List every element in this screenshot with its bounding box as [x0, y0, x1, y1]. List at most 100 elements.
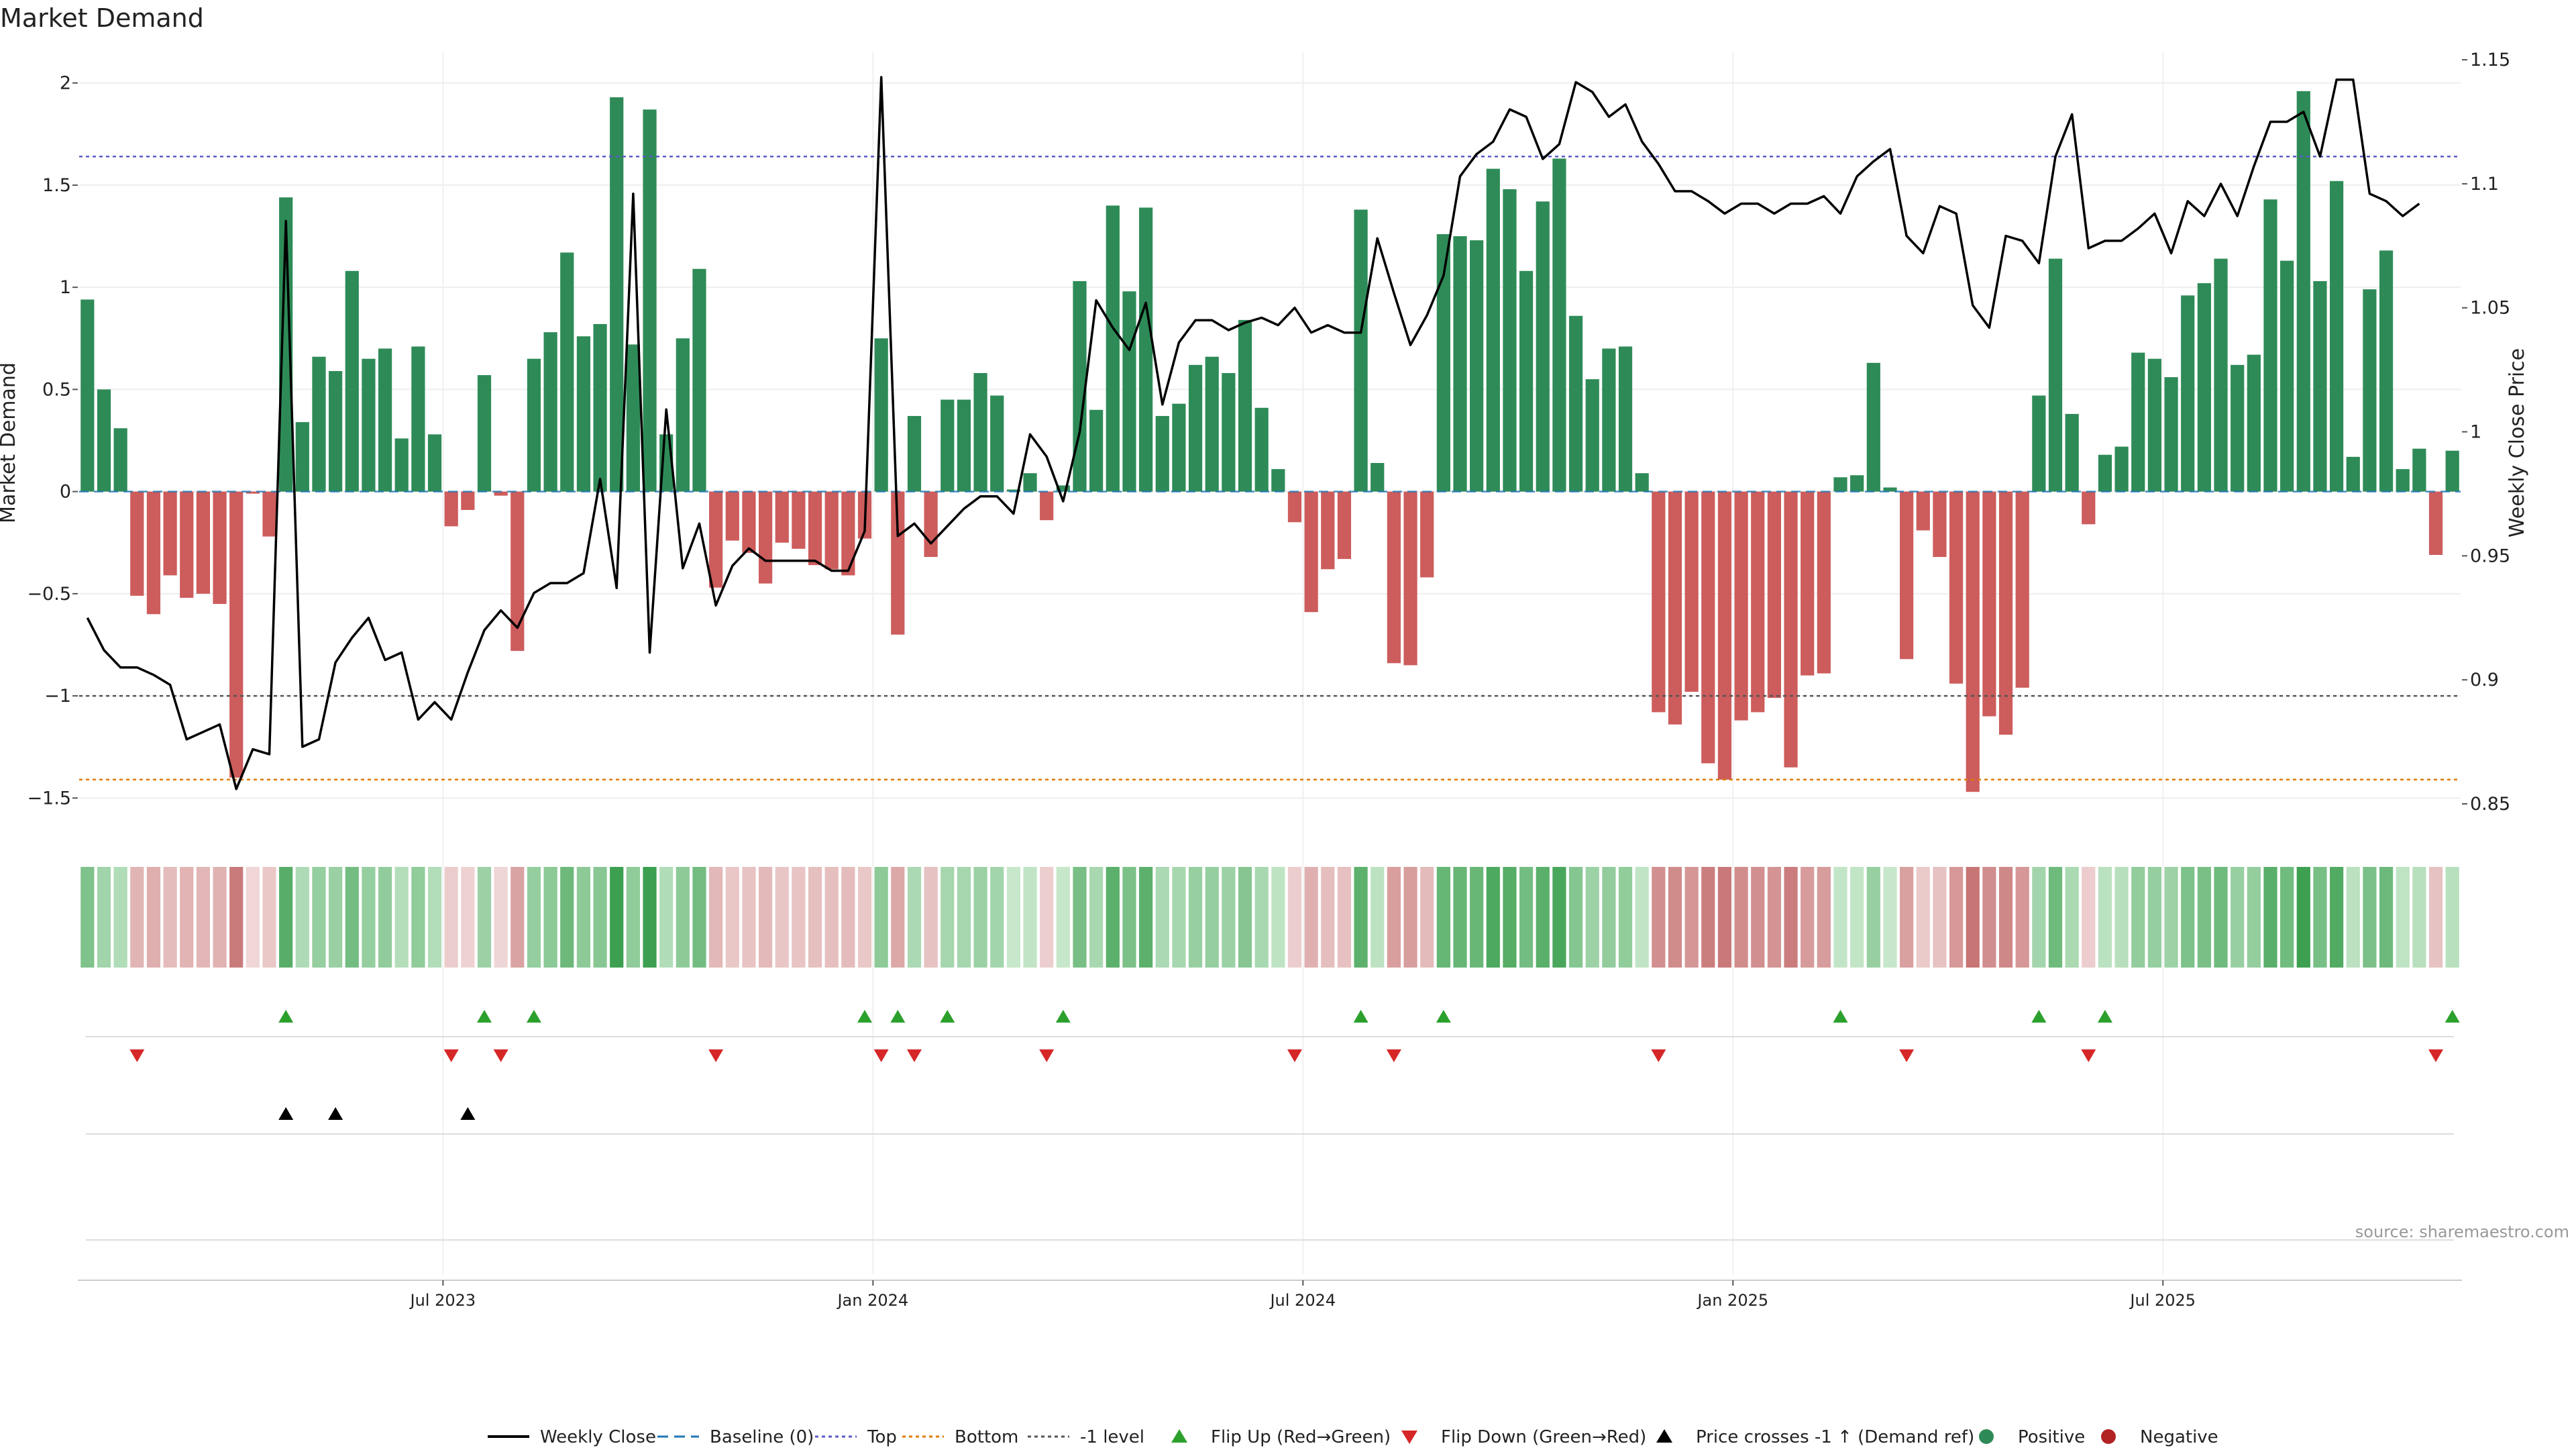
demand-bar-21	[427, 434, 442, 492]
demand-bar-6	[180, 491, 194, 598]
demand-bar-109	[1883, 487, 1897, 492]
demand-bar-106	[1833, 477, 1847, 492]
demand-bar-83	[1453, 236, 1467, 492]
demand-bar-33	[626, 344, 640, 492]
reference-lines	[79, 156, 2461, 781]
strip-cell-107	[1850, 867, 1864, 968]
demand-bar-46	[841, 491, 855, 576]
x-tick-label-4: Jul 2025	[2129, 1291, 2196, 1310]
strip-cell-127	[2181, 867, 2195, 968]
strip-cell-78	[1371, 867, 1385, 968]
strip-cell-12	[279, 867, 293, 968]
strip-cell-98	[1701, 867, 1715, 968]
demand-bar-126	[2164, 377, 2178, 492]
strip-cell-31	[593, 867, 607, 968]
strip-cell-25	[494, 867, 508, 968]
legend-label-close: Weekly Close	[540, 1427, 656, 1447]
legend-item-close: Weekly Close	[488, 1427, 656, 1447]
demand-bar-97	[1684, 491, 1699, 692]
demand-bar-40	[742, 491, 756, 553]
strip-cell-34	[643, 867, 657, 968]
demand-bar-100	[1734, 491, 1748, 721]
demand-bar-70	[1238, 319, 1252, 492]
strip-cell-62	[1106, 867, 1120, 968]
demand-bar-8	[213, 491, 227, 605]
demand-bar-118	[2032, 395, 2046, 492]
demand-bar-54	[973, 373, 987, 492]
demand-bar-112	[1933, 491, 1947, 558]
flip-down-marker-8	[1386, 1049, 1401, 1062]
y-tick-label-5: 1	[60, 277, 71, 298]
demand-bar-125	[2147, 358, 2162, 492]
demand-bar-50	[907, 415, 922, 492]
flip-up-marker-0	[278, 1010, 294, 1023]
demand-bar-20	[411, 346, 425, 492]
demand-bar-1	[97, 389, 111, 492]
demand-bar-16	[345, 270, 359, 492]
demand-bar-3	[130, 491, 144, 596]
strip-cell-28	[543, 867, 557, 968]
strip-cell-60	[1073, 867, 1087, 968]
demand-bar-105	[1817, 491, 1831, 674]
demand-bar-14	[312, 356, 326, 492]
strip-cell-96	[1668, 867, 1682, 968]
demand-bar-19	[394, 438, 409, 492]
legend-item-positive: Positive	[1979, 1427, 2085, 1447]
x-tick-label-3: Jan 2025	[1696, 1291, 1768, 1310]
demand-bar-58	[1040, 491, 1054, 521]
demand-bar-132	[2263, 199, 2277, 492]
strip-cell-132	[2263, 867, 2277, 968]
strip-cell-32	[610, 867, 624, 968]
strip-cell-118	[2032, 867, 2046, 968]
strip-cell-2	[113, 867, 127, 968]
flip-down-marker-3	[708, 1049, 724, 1062]
strip-cell-6	[180, 867, 194, 968]
strip-cell-42	[775, 867, 789, 968]
demand-bar-43	[792, 491, 806, 549]
strip-cell-55	[990, 867, 1004, 968]
y-tick-label-2: −0.5	[27, 584, 71, 605]
demand-bar-28	[543, 332, 557, 492]
demand-bar-102	[1767, 491, 1782, 698]
strip-cell-85	[1486, 867, 1500, 968]
demand-bar-26	[511, 491, 525, 652]
strip-cell-48	[874, 867, 888, 968]
demand-bar-57	[1023, 473, 1037, 492]
legend: Weekly Close Baseline (0) Top Bottom -1 leve…	[488, 1427, 2218, 1447]
strip-cell-110	[1900, 867, 1914, 968]
demand-bar-124	[2131, 352, 2145, 492]
strip-cell-124	[2131, 867, 2145, 968]
demand-bar-63	[1122, 291, 1136, 492]
legend-label-positive: Positive	[2018, 1427, 2085, 1447]
demand-heat-strip	[80, 867, 2459, 968]
legend-symbol-price-cross	[1656, 1429, 1672, 1443]
strip-cell-16	[345, 867, 359, 968]
demand-bar-73	[1287, 491, 1302, 523]
demand-bar-134	[2296, 91, 2310, 492]
strip-cell-27	[527, 867, 541, 968]
demand-bar-84	[1470, 240, 1484, 492]
demand-bar-103	[1784, 491, 1798, 768]
y-tick-label-1: −1	[44, 686, 71, 707]
chart-title: Market Demand	[0, 3, 204, 33]
flip-down-marker-12	[2428, 1049, 2444, 1062]
legend-item-flip-down: Flip Down (Green→Red)	[1401, 1427, 1646, 1447]
x-tick-label-1: Jan 2024	[836, 1291, 908, 1310]
x-axis: Jul 2023 Jan 2024 Jul 2024 Jan 2025 Jul 2025	[78, 1280, 2462, 1310]
demand-bar-7	[196, 491, 211, 594]
demand-bar-31	[593, 323, 607, 492]
flip-down-marker-7	[1287, 1049, 1302, 1062]
strip-cell-4	[146, 867, 161, 968]
demand-bar-136	[2329, 180, 2344, 492]
demand-bar-96	[1668, 491, 1682, 725]
strip-cell-108	[1866, 867, 1880, 968]
flip-up-marker-12	[2445, 1010, 2460, 1023]
demand-bar-77	[1354, 209, 1368, 492]
strip-cell-122	[2098, 867, 2112, 968]
strip-cell-56	[1006, 867, 1020, 968]
strip-cell-47	[857, 867, 872, 968]
legend-symbol-flip-down	[1401, 1431, 1417, 1444]
demand-bar-79	[1387, 491, 1401, 664]
